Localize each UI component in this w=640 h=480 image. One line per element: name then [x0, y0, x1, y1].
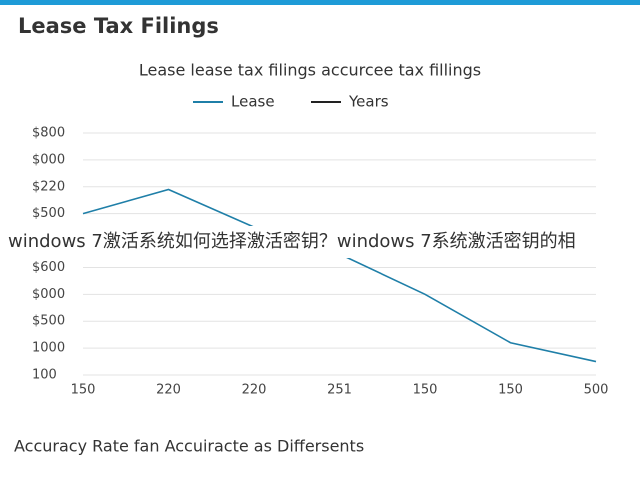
- y-tick-label: $600: [32, 260, 65, 275]
- y-tick-label: $500: [32, 206, 65, 221]
- x-tick-label: 150: [498, 383, 523, 398]
- top-bar: [0, 0, 640, 5]
- y-tick-label: $000: [32, 152, 65, 167]
- y-tick-label: $000: [32, 287, 65, 302]
- legend: Lease Years: [193, 93, 389, 111]
- x-tick-label: 500: [584, 383, 609, 398]
- x-tick-label: 150: [413, 383, 438, 398]
- overlay-band: [0, 226, 640, 258]
- y-tick-label: 1000: [32, 341, 65, 356]
- page-title: Lease Tax Filings: [18, 14, 219, 38]
- legend-label: Years: [348, 93, 389, 111]
- y-tick-label: $220: [32, 179, 65, 194]
- y-tick-label: $500: [32, 314, 65, 329]
- y-tick-label: $800: [32, 126, 65, 141]
- data-line: [82, 188, 597, 363]
- plot: 100 1000 $500 $000 $600 $500 $220 $000 $800 150 22…: [32, 126, 608, 398]
- footer-caption: Accuracy Rate fan Accuiracte as Differse…: [14, 437, 364, 456]
- chart-title: Lease lease tax filings accurcee tax fil…: [139, 61, 481, 80]
- legend-label: Lease: [231, 93, 275, 111]
- x-tick-label: 220: [242, 383, 267, 398]
- y-tick-label: 100: [32, 368, 57, 383]
- overlay-text: windows 7激活系统如何选择激活密钥？windows 7系统激活密钥的相: [8, 231, 576, 252]
- x-tick-label: 150: [71, 383, 96, 398]
- x-tick-label: 251: [327, 383, 352, 398]
- x-tick-label: 220: [156, 383, 181, 398]
